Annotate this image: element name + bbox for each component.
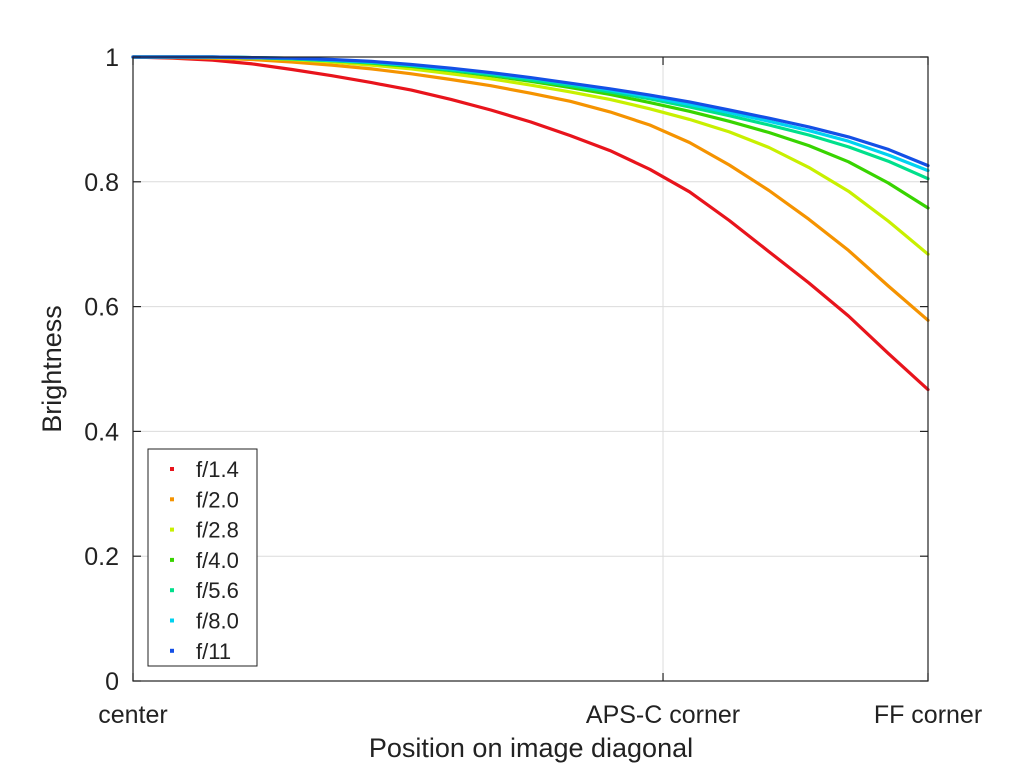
y-tick-label: 0.2 — [84, 543, 119, 571]
legend-box — [147, 448, 258, 667]
y-tick-label: 0 — [105, 668, 119, 696]
legend-entry: f/8.0 — [170, 609, 239, 634]
legend-label: f/2.0 — [196, 487, 239, 512]
y-tick-label: 0.6 — [84, 294, 119, 322]
series-line-0 — [131, 55, 930, 392]
legend-entry: f/2.8 — [170, 518, 239, 543]
y-tick-label: 0.4 — [84, 418, 119, 446]
legend-label: f/8.0 — [196, 609, 239, 634]
legend-marker — [170, 467, 174, 471]
legend-marker — [170, 618, 174, 623]
legend-entry: f/1.4 — [170, 457, 239, 482]
legend-marker — [170, 497, 174, 502]
y-tick-label: 0.8 — [84, 169, 119, 197]
legend-entry: f/4.0 — [170, 548, 239, 573]
legend-entry: f/5.6 — [170, 578, 239, 603]
grid-lines — [133, 57, 928, 681]
legend-label: f/4.0 — [196, 548, 239, 573]
legend-entry: f/11 — [170, 639, 231, 664]
data-series — [131, 55, 930, 392]
legend-label: f/1.4 — [196, 457, 239, 482]
series-line-6 — [131, 55, 930, 168]
y-tick-label: 1 — [105, 44, 119, 72]
legend-entry: f/2.0 — [170, 487, 239, 512]
x-tick-label: center — [98, 701, 167, 729]
legend-label: f/5.6 — [196, 578, 239, 603]
y-tick-labels: 0 0.2 0.4 0.6 0.8 1 — [84, 44, 119, 696]
series-line-1 — [131, 55, 930, 322]
x-tick-label: FF corner — [874, 701, 982, 729]
legend-label: f/11 — [196, 639, 231, 664]
x-tick-label: APS-C corner — [586, 701, 740, 729]
legend: f/1.4 f/2.0 f/2.8 f/4.0 f/5.6 f/8.0 f/11 — [147, 448, 258, 667]
x-tick-labels: center APS-C corner FF corner — [98, 701, 982, 729]
legend-marker — [170, 557, 174, 562]
legend-marker — [170, 588, 174, 593]
plot-frame — [132, 56, 929, 682]
x-axis-label: Position on image diagonal — [369, 733, 693, 763]
legend-marker — [170, 648, 174, 653]
legend-marker — [170, 527, 174, 532]
axis-ticks — [132, 56, 929, 682]
y-axis-label: Brightness — [37, 305, 67, 433]
legend-label: f/2.8 — [196, 518, 239, 543]
legend-items: f/1.4 f/2.0 f/2.8 f/4.0 f/5.6 f/8.0 f/11 — [170, 457, 239, 664]
